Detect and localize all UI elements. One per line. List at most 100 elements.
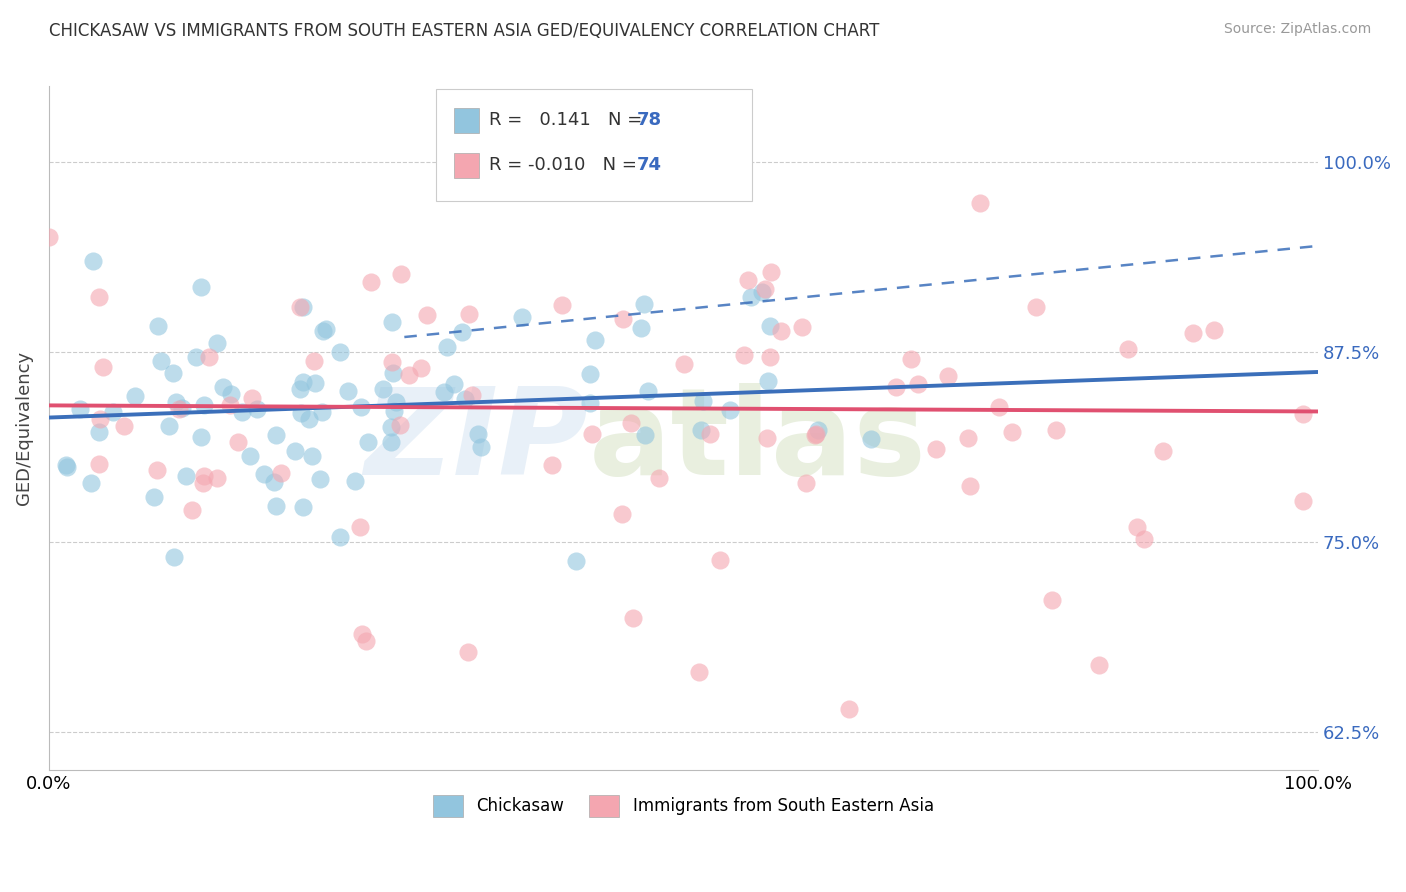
Point: [87, 457, 110, 471]
Point: [343, 474, 366, 488]
Point: [451, 325, 474, 339]
Point: [342, 778, 364, 792]
Point: [1042, 593, 1064, 607]
Point: [380, 355, 402, 369]
Point: [291, 300, 314, 314]
Point: [692, 394, 714, 409]
Point: [470, 440, 492, 454]
Point: [360, 275, 382, 289]
Point: [969, 195, 991, 210]
Point: [382, 366, 405, 380]
Point: [756, 431, 779, 445]
Point: [754, 281, 776, 295]
Point: [959, 479, 981, 493]
Point: [55, 458, 77, 472]
Point: [621, 611, 644, 625]
Point: [329, 530, 352, 544]
Point: [583, 334, 606, 348]
Point: [467, 427, 489, 442]
Point: [218, 398, 240, 412]
Point: [647, 471, 669, 485]
Point: [190, 280, 212, 294]
Point: [302, 354, 325, 368]
Point: [38, 229, 60, 244]
Point: [433, 384, 456, 399]
Point: [56, 460, 79, 475]
Point: [1116, 342, 1139, 356]
Point: [860, 432, 883, 446]
Point: [349, 520, 371, 534]
Point: [838, 702, 860, 716]
Point: [89, 425, 111, 440]
Point: [581, 427, 603, 442]
Point: [907, 376, 929, 391]
Point: [988, 401, 1011, 415]
Point: [357, 434, 380, 449]
Text: 74: 74: [637, 156, 662, 174]
Point: [957, 431, 980, 445]
Point: [304, 376, 326, 390]
Point: [1088, 657, 1111, 672]
Point: [630, 321, 652, 335]
Point: [284, 444, 307, 458]
Point: [231, 405, 253, 419]
Point: [699, 426, 721, 441]
Point: [620, 416, 643, 430]
Point: [292, 375, 315, 389]
Point: [89, 290, 111, 304]
Text: ZIP: ZIP: [364, 384, 588, 500]
Y-axis label: GED/Equivalency: GED/Equivalency: [15, 351, 32, 505]
Point: [461, 388, 484, 402]
Point: [82, 254, 104, 268]
Point: [689, 423, 711, 437]
Point: [733, 348, 755, 362]
Point: [756, 375, 779, 389]
Point: [239, 450, 262, 464]
Point: [884, 380, 907, 394]
Point: [181, 503, 204, 517]
Point: [146, 463, 169, 477]
Point: [312, 324, 335, 338]
Point: [385, 395, 408, 409]
Point: [170, 401, 193, 416]
Point: [612, 312, 634, 326]
Point: [720, 403, 742, 417]
Point: [373, 382, 395, 396]
Point: [709, 553, 731, 567]
Point: [457, 307, 479, 321]
Text: R =   0.141   N =: R = 0.141 N =: [489, 112, 648, 129]
Point: [633, 297, 655, 311]
Point: [89, 412, 111, 426]
Point: [803, 428, 825, 442]
Point: [193, 469, 215, 483]
Point: [637, 384, 659, 398]
Point: [336, 384, 359, 399]
Point: [309, 472, 332, 486]
Point: [807, 424, 830, 438]
Point: [101, 405, 124, 419]
Point: [740, 290, 762, 304]
Point: [688, 665, 710, 679]
Point: [93, 359, 115, 374]
Point: [157, 419, 180, 434]
Point: [900, 351, 922, 366]
Point: [263, 475, 285, 489]
Point: [380, 435, 402, 450]
Point: [457, 644, 479, 658]
Point: [350, 401, 373, 415]
Point: [672, 357, 695, 371]
Point: [165, 395, 187, 409]
Point: [311, 405, 333, 419]
Point: [759, 265, 782, 279]
Point: [219, 386, 242, 401]
Point: [737, 273, 759, 287]
Legend: Chickasaw, Immigrants from South Eastern Asia: Chickasaw, Immigrants from South Eastern…: [426, 789, 941, 823]
Point: [1181, 326, 1204, 340]
Point: [226, 434, 249, 449]
Point: [290, 406, 312, 420]
Point: [298, 412, 321, 426]
Point: [80, 475, 103, 490]
Point: [751, 285, 773, 299]
Point: [240, 391, 263, 405]
Point: [389, 267, 412, 281]
